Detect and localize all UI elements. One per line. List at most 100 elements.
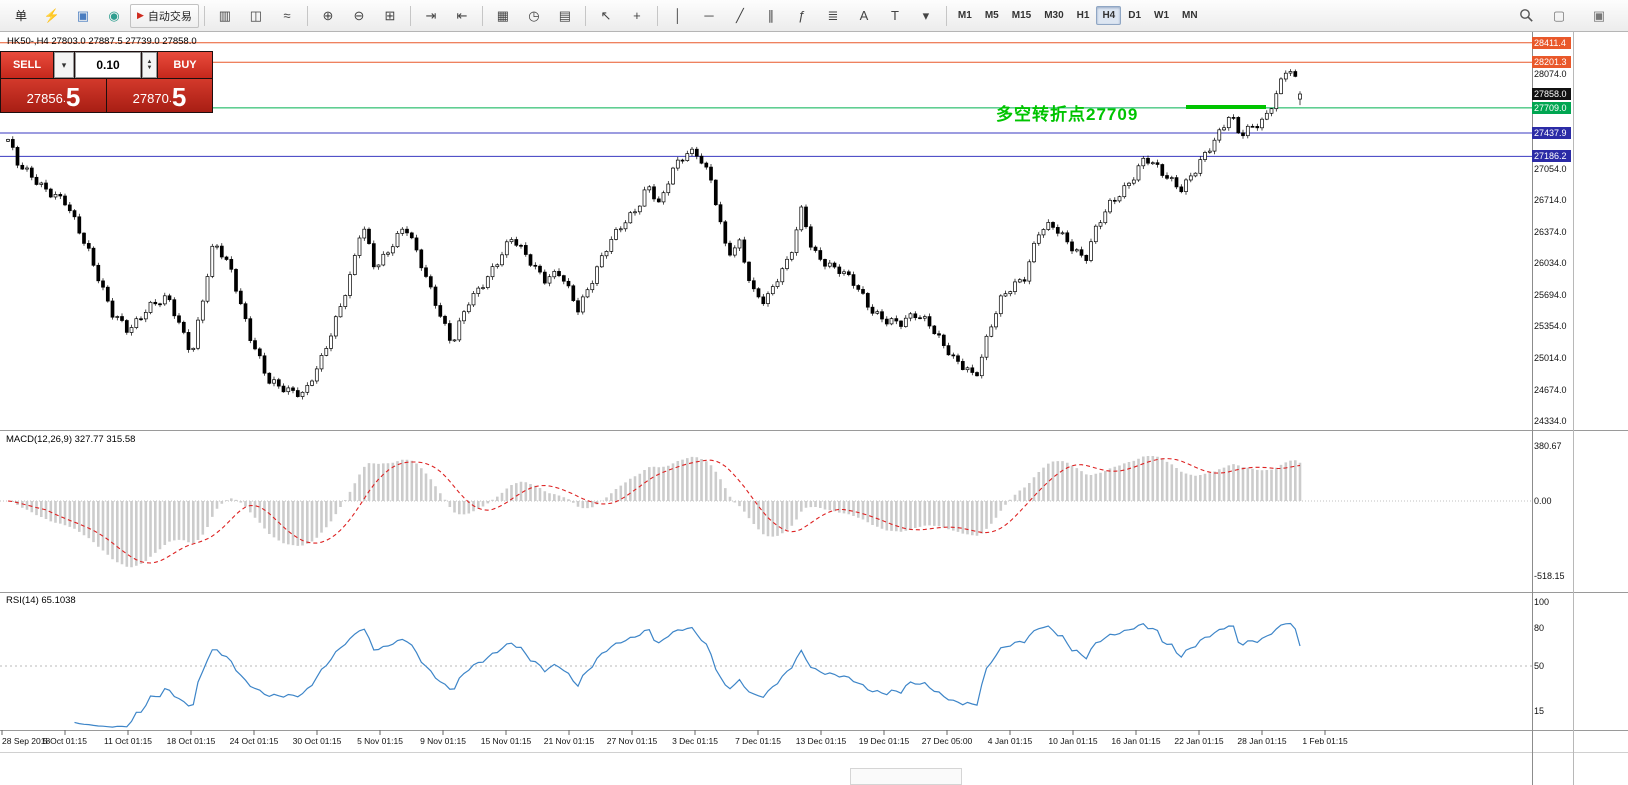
timeframe-h1[interactable]: H1 <box>1076 10 1090 21</box>
chart-shift-icon[interactable]: ⇤ <box>456 7 468 23</box>
time-label: 28 Sep 2018 <box>2 736 51 746</box>
toolbar-separator <box>203 5 205 26</box>
time-label: 24 Oct 01:15 <box>229 736 279 746</box>
zoom-out-icon[interactable]: ⊖ <box>353 7 365 23</box>
price-axis-label: 24334.0 <box>1534 416 1567 427</box>
rsi-axis-label: 100 <box>1534 597 1550 607</box>
timeframe-m30[interactable]: M30 <box>1044 10 1064 21</box>
price-axis-label: 27054.0 <box>1534 163 1567 174</box>
time-label: 7 Dec 01:15 <box>735 736 781 746</box>
time-label: 15 Nov 01:15 <box>480 736 532 746</box>
toolbar-separator <box>481 5 483 26</box>
sound-icon[interactable]: ◉ <box>108 7 120 23</box>
time-label: 5 Oct 01:15 <box>43 736 87 746</box>
text-label-icon[interactable]: T <box>890 8 899 23</box>
toolbar-separator <box>306 5 308 26</box>
time-label: 19 Dec 01:15 <box>858 736 910 746</box>
sell-price-main: 27856 <box>26 91 63 106</box>
price-axis-label: 26034.0 <box>1534 258 1567 269</box>
timeframe-m5[interactable]: M5 <box>984 10 999 21</box>
volume-dropdown[interactable]: ▾ <box>54 52 74 78</box>
timeframe-mn[interactable]: MN <box>1182 10 1198 21</box>
quick-trade-icon[interactable]: ⚡ <box>43 7 61 23</box>
buy-button[interactable]: BUY <box>158 52 212 78</box>
market-watch-icon[interactable]: ▣ <box>76 7 90 23</box>
chevron-down-icon: ▾ <box>61 59 67 70</box>
price-level-badge: 27186.2 <box>1532 150 1571 163</box>
sell-button[interactable]: SELL <box>1 52 53 78</box>
time-label: 27 Dec 05:00 <box>921 736 973 746</box>
cursor-icon[interactable]: ↖ <box>600 7 612 23</box>
price-axis-label: 25014.0 <box>1534 352 1567 363</box>
one-click-trading-panel: SELL ▾ ▲▼ BUY 27856.5 27870.5 <box>0 51 213 113</box>
time-label: 11 Oct 01:15 <box>103 736 153 746</box>
vertical-line-icon[interactable]: │ <box>673 8 682 23</box>
window-restore-icon[interactable]: ▢ <box>1552 7 1566 23</box>
auto-scroll-icon[interactable]: ⇥ <box>425 7 437 23</box>
zoom-in-icon[interactable]: ⊕ <box>322 7 334 23</box>
time-label: 5 Nov 01:15 <box>357 736 403 746</box>
price-axis-label: 25694.0 <box>1534 289 1567 300</box>
candlestick-chart-icon[interactable]: ◫ <box>249 7 263 23</box>
time-label: 30 Oct 01:15 <box>292 736 342 746</box>
timeframe-h4[interactable]: H4 <box>1096 6 1122 25</box>
toolbar-right-group: ▢ ▣ <box>1519 3 1622 29</box>
time-label: 18 Oct 01:15 <box>166 736 216 746</box>
price-axis-label: 25354.0 <box>1534 321 1567 332</box>
templates-icon[interactable]: ▤ <box>558 7 572 23</box>
toolbar: 单 ⚡ ▣ ◉ ▶ 自动交易 ▥ ◫ ≈ ⊕ ⊖ ⊞ ⇥ ⇤ ▦ ◷ ▤ ↖ + │ ─ ╱ ∥ ƒ ≣ A T ▾ M1 M5 M15 M3… <box>0 0 1628 32</box>
bar-chart-icon[interactable]: ▥ <box>218 7 232 23</box>
text-icon[interactable]: A <box>859 8 869 23</box>
time-label: 10 Jan 01:15 <box>1048 736 1098 746</box>
macd-axis-label: -518.15 <box>1534 571 1565 582</box>
price-axis-label: 26714.0 <box>1534 195 1567 206</box>
price-level-badge: 28411.4 <box>1532 36 1571 49</box>
price-level-badge: 27709.0 <box>1532 101 1571 114</box>
channel-icon[interactable]: ∥ <box>767 7 775 23</box>
search-icon[interactable] <box>1519 8 1534 23</box>
timeframe-m15[interactable]: M15 <box>1011 10 1032 21</box>
tile-windows-icon[interactable]: ⊞ <box>384 7 396 23</box>
rsi-indicator-label: RSI(14) 65.1038 <box>6 595 76 606</box>
price-axis-label: 28074.0 <box>1534 69 1567 79</box>
timeframe-w1[interactable]: W1 <box>1154 10 1170 21</box>
line-chart-icon[interactable]: ≈ <box>283 8 291 23</box>
price-level-badge: 27437.9 <box>1532 127 1571 140</box>
time-label: 9 Nov 01:15 <box>420 736 466 746</box>
time-label: 16 Jan 01:15 <box>1111 736 1161 746</box>
new-chart-icon[interactable]: ▦ <box>496 7 510 23</box>
price-level-badge: 28201.3 <box>1532 56 1571 69</box>
period-icon[interactable]: ◷ <box>528 7 540 23</box>
chevron-up-icon: ▲ <box>146 59 153 65</box>
chart-canvas[interactable] <box>0 32 1628 785</box>
timeframe-d1[interactable]: D1 <box>1128 10 1142 21</box>
grid-icon[interactable]: ≣ <box>827 7 839 23</box>
horizontal-line-icon[interactable]: ─ <box>704 8 714 23</box>
trendline-icon[interactable]: ╱ <box>736 7 744 23</box>
time-label: 1 Feb 01:15 <box>1302 736 1348 746</box>
fibonacci-icon[interactable]: ƒ <box>798 8 806 23</box>
rsi-axis-label: 15 <box>1534 705 1545 716</box>
autotrading-label: 自动交易 <box>147 10 192 23</box>
time-label: 28 Jan 01:15 <box>1237 736 1287 746</box>
crosshair-icon[interactable]: + <box>633 8 641 23</box>
time-label: 13 Dec 01:15 <box>795 736 847 746</box>
buy-price-main: 27870 <box>132 91 169 106</box>
bottom-edge-box <box>850 768 962 785</box>
timeframe-m1[interactable]: M1 <box>957 10 972 21</box>
buy-price[interactable]: 27870. 5 <box>107 79 212 112</box>
volume-input[interactable] <box>75 52 141 78</box>
time-label: 3 Dec 01:15 <box>672 736 718 746</box>
time-label: 21 Nov 01:15 <box>543 736 595 746</box>
toolbar-separator <box>584 5 586 26</box>
pivot-annotation: 多空转折点27709 <box>996 105 1139 124</box>
sell-price[interactable]: 27856. 5 <box>1 79 106 112</box>
arrows-icon[interactable]: ▾ <box>922 7 930 23</box>
new-order-button[interactable]: 单 <box>14 9 27 23</box>
window-panel-icon[interactable]: ▣ <box>1592 7 1606 23</box>
volume-stepper[interactable]: ▲ ▼ <box>142 52 157 78</box>
time-label: 27 Nov 01:15 <box>606 736 658 746</box>
autotrading-button[interactable]: ▶ 自动交易 <box>130 3 199 28</box>
time-label: 4 Jan 01:15 <box>987 736 1033 746</box>
